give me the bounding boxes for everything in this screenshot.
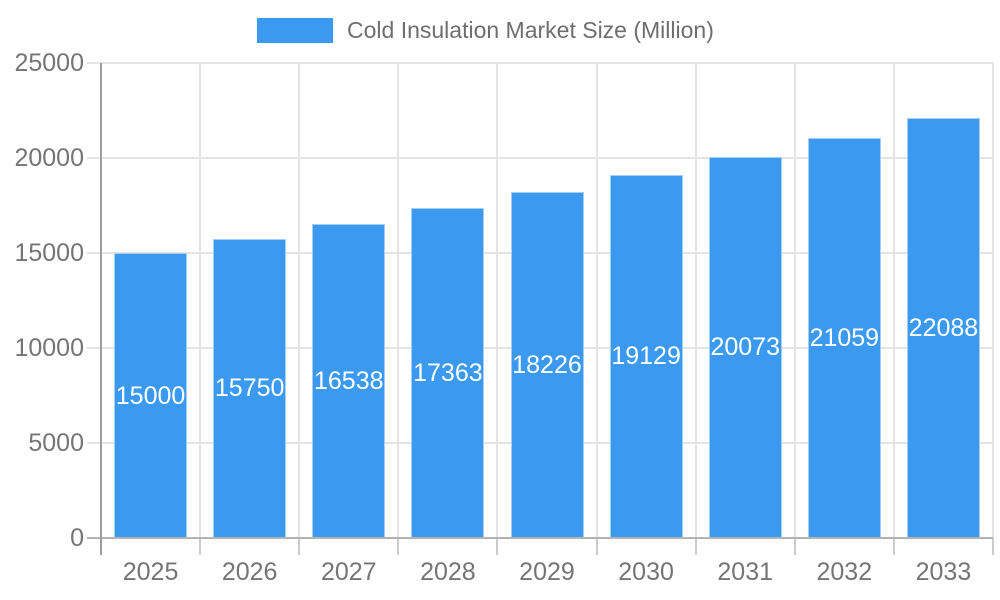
x-axis-tick: [892, 538, 895, 555]
legend-label: Cold Insulation Market Size (Million): [347, 17, 714, 43]
bar-2032[interactable]: [807, 137, 881, 538]
y-axis-tick-label: 5000: [28, 429, 84, 457]
gridline-vertical: [992, 63, 994, 538]
x-axis-category-label: 2032: [816, 558, 873, 586]
bar-2029[interactable]: [510, 191, 584, 538]
x-axis-tick: [992, 538, 994, 555]
gridline-horizontal: [87, 157, 993, 159]
x-axis-category-label: 2031: [717, 558, 774, 586]
gridline-vertical: [298, 63, 301, 538]
y-axis-tick-label: 0: [70, 524, 84, 552]
y-axis-tick-label: 10000: [14, 334, 84, 362]
bar-value-label: 15000: [115, 381, 186, 410]
x-axis-tick: [793, 538, 796, 555]
legend[interactable]: Cold Insulation Market Size (Million): [257, 18, 714, 43]
bar-2026[interactable]: [213, 238, 287, 538]
x-axis-category-label: 2030: [618, 558, 674, 586]
x-axis-tick: [298, 538, 301, 555]
x-axis-tick: [694, 538, 697, 555]
gridline-vertical: [694, 63, 697, 538]
bar-value-label: 16538: [314, 366, 384, 395]
y-axis-tick-label: 20000: [14, 144, 84, 172]
gridline-vertical: [397, 63, 400, 538]
bar-value-label: 22088: [908, 314, 979, 343]
x-axis-tick: [496, 538, 499, 555]
y-axis-line: [100, 63, 102, 555]
x-axis-category-label: 2026: [221, 558, 278, 586]
legend-swatch-icon: [257, 18, 333, 43]
x-axis-category-label: 2033: [915, 558, 972, 586]
bar-2028[interactable]: [411, 208, 485, 538]
gridline-horizontal: [87, 62, 993, 64]
x-axis-tick: [595, 538, 598, 555]
bar-2031[interactable]: [708, 156, 782, 538]
bar-value-label: 17363: [413, 359, 483, 388]
gridline-vertical: [892, 63, 895, 538]
x-axis-tick: [397, 538, 400, 555]
x-axis-line: [87, 537, 993, 539]
gridline-vertical: [496, 63, 499, 538]
x-axis-category-label: 2027: [320, 558, 377, 586]
x-axis-tick: [199, 538, 202, 555]
x-axis-category-label: 2028: [420, 558, 476, 586]
y-axis-tick-label: 15000: [14, 239, 84, 267]
bar-2033[interactable]: [906, 118, 980, 538]
bar-value-label: 18226: [512, 350, 582, 379]
bar-2030[interactable]: [609, 174, 683, 538]
bar-value-label: 20073: [710, 333, 780, 362]
bar-value-label: 15750: [214, 374, 285, 403]
bar-value-label: 19129: [611, 342, 681, 371]
x-axis-category-label: 2025: [122, 558, 179, 586]
y-axis-tick-label: 25000: [14, 49, 84, 77]
gridline-vertical: [199, 63, 202, 538]
x-axis-category-label: 2029: [519, 558, 575, 586]
gridline-vertical: [793, 63, 796, 538]
bar-value-label: 21059: [809, 323, 880, 352]
gridline-vertical: [595, 63, 598, 538]
